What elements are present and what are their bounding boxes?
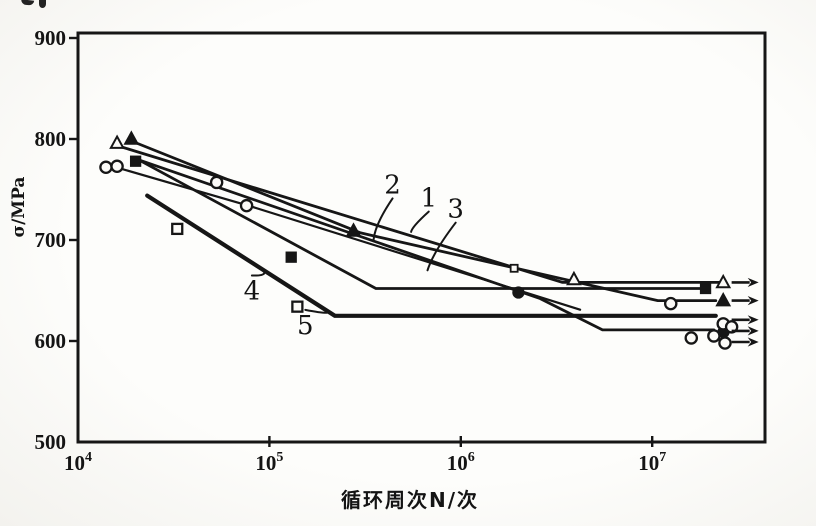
y-tick-label: 600 <box>35 329 67 353</box>
marker-circle-open <box>718 336 732 350</box>
curve-label-3: 3 <box>447 195 464 225</box>
series-line-2 <box>129 139 718 303</box>
series-line-1 <box>120 145 721 284</box>
x-tick-label: 105 <box>255 450 283 475</box>
marker-circle-open <box>110 159 124 174</box>
y-tick-label: 500 <box>35 430 67 454</box>
marker-square-open <box>291 300 304 313</box>
runout-arrowhead <box>747 277 759 288</box>
y-tick-label: 900 <box>35 26 67 50</box>
runout-arrowhead <box>747 296 759 306</box>
curve-label-2: 2 <box>384 170 401 200</box>
x-tick-label: 107 <box>638 450 666 475</box>
series-line-circle-open <box>111 165 582 311</box>
runout-arrowhead <box>747 337 759 347</box>
marker-circle-filled <box>512 286 525 299</box>
series-line-4 <box>134 156 703 290</box>
curve-label-leader-1 <box>410 210 430 233</box>
marker-square-open-small <box>509 263 519 273</box>
marker-square-open <box>171 222 184 236</box>
marker-circle-open <box>209 175 224 190</box>
runout-arrowhead <box>747 326 759 336</box>
series-line-5 <box>145 193 718 318</box>
curve-label-5: 5 <box>297 311 314 341</box>
plot-frame <box>76 31 767 444</box>
y-tick-label: 700 <box>35 228 67 252</box>
marker-square-filled <box>285 251 297 263</box>
marker-circle-open <box>239 198 254 213</box>
marker-triangle-open <box>715 273 732 289</box>
x-tick-label: 104 <box>64 450 92 475</box>
curve-label-1: 1 <box>420 184 437 214</box>
curve-label-4: 4 <box>244 277 261 307</box>
marker-triangle-open <box>109 134 125 149</box>
marker-triangle-open <box>566 270 582 286</box>
y-axis-title: σ/MPa <box>9 176 29 238</box>
marker-triangle-filled <box>345 222 362 237</box>
y-tick-label: 800 <box>35 127 67 151</box>
runout-arrowhead <box>747 315 759 325</box>
curve-label-leader-3 <box>426 221 457 272</box>
curve-label-leader-4 <box>250 271 266 277</box>
marker-square-filled <box>129 155 142 167</box>
marker-triangle-filled <box>123 130 140 145</box>
curve-label-leader-5 <box>304 308 329 314</box>
marker-triangle-filled <box>715 292 732 307</box>
x-tick-label: 106 <box>447 450 475 475</box>
marker-circle-open <box>99 160 113 175</box>
curve-label-leader-2 <box>372 197 394 241</box>
scan-artifact <box>39 0 46 8</box>
marker-circle-open <box>707 329 721 343</box>
marker-square-filled <box>699 282 712 295</box>
marker-circle-open <box>684 331 699 345</box>
x-axis-title: 循环周次N/次 <box>340 488 480 512</box>
marker-circle-open <box>663 296 678 311</box>
